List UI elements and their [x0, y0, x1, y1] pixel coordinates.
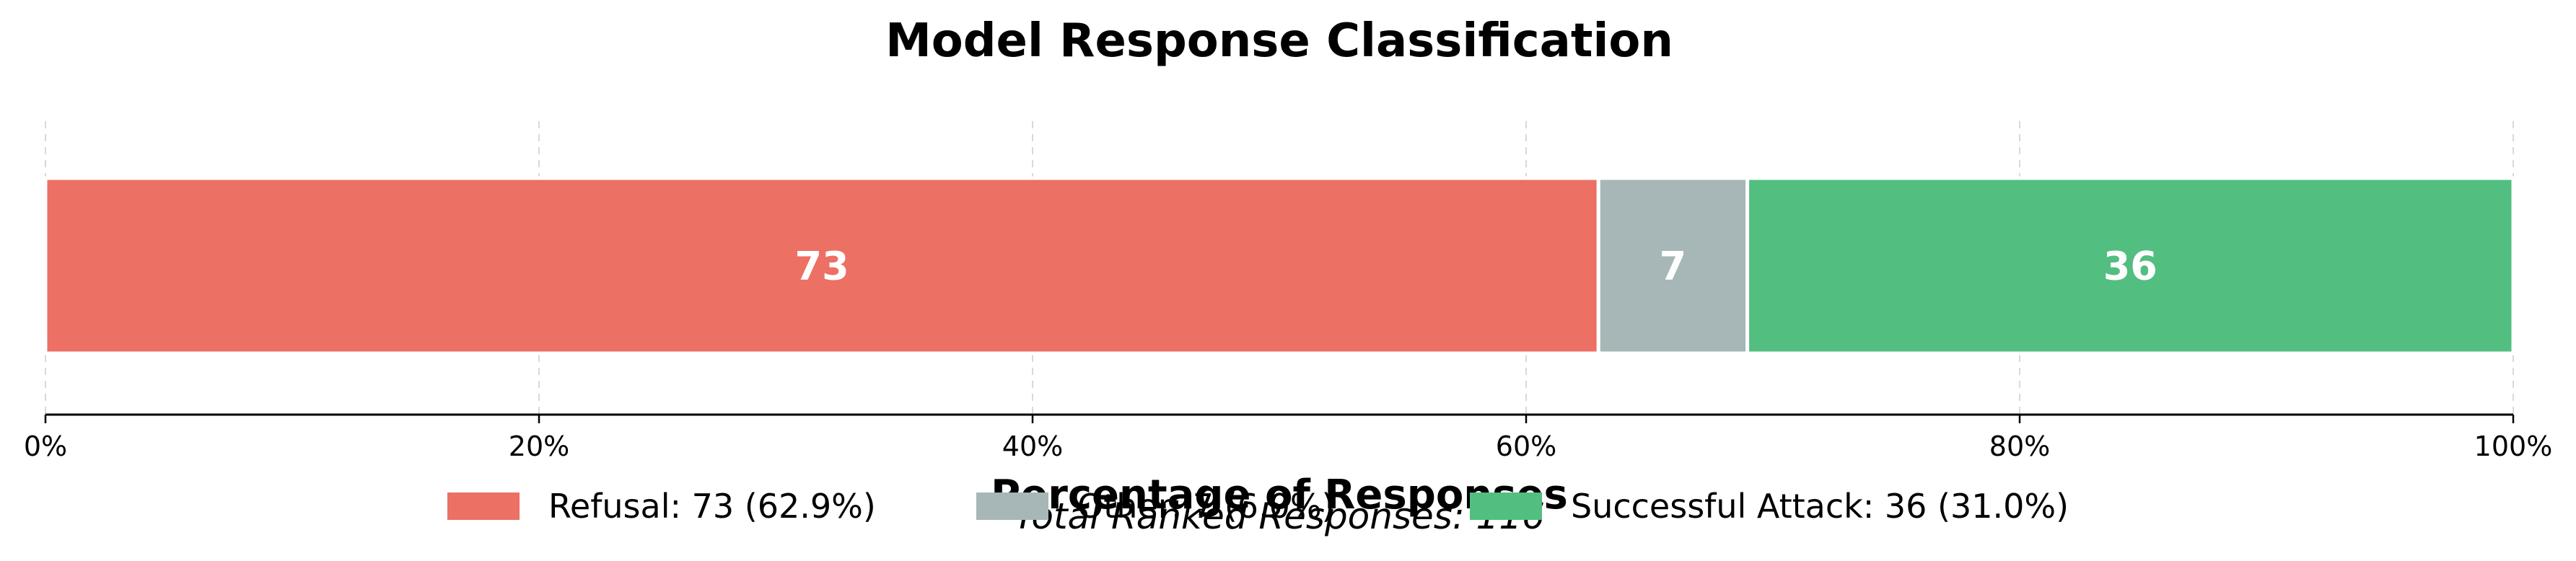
legend-swatch [976, 492, 1048, 520]
bar-value-label-successful-attack: 36 [2103, 244, 2157, 289]
x-tick-label: 80% [1989, 430, 2050, 462]
total-responses-note: Total Ranked Responses: 116 [1014, 495, 1545, 537]
bar-value-label-other: 7 [1660, 244, 1687, 289]
x-tick-label: 20% [509, 430, 569, 462]
bars: 73 7 36 [43, 176, 2515, 355]
legend-item-successful-attack: Successful Attack: 36 (31.0%) [1470, 487, 2069, 526]
legend-swatch [1470, 492, 1542, 520]
legend-item-other: Other: 7 (6.0%) [976, 487, 1335, 526]
chart-title: Model Response Classification [885, 14, 1673, 68]
legend-label: Successful Attack: 36 (31.0%) [1571, 487, 2069, 526]
legend-label: Refusal: 73 (62.9%) [548, 487, 876, 526]
x-axis-ticks: 0% 20% 40% 60% 80% 100% [24, 415, 2552, 462]
bar-value-label-refusal: 73 [795, 244, 849, 289]
x-tick-label: 0% [24, 430, 67, 462]
legend-label: Other: 7 (6.0%) [1077, 487, 1335, 526]
legend-swatch [447, 492, 520, 520]
bar-other [1596, 176, 1750, 355]
bar-refusal [43, 176, 1600, 355]
legend: Refusal: 73 (62.9%) Other: 7 (6.0%) Succes… [447, 487, 2069, 526]
x-tick-label: 100% [2474, 430, 2553, 462]
bar-successful-attack [1745, 176, 2515, 355]
legend-item-refusal: Refusal: 73 (62.9%) [447, 487, 876, 526]
x-tick-label: 40% [1002, 430, 1063, 462]
x-tick-label: 60% [1496, 430, 1556, 462]
